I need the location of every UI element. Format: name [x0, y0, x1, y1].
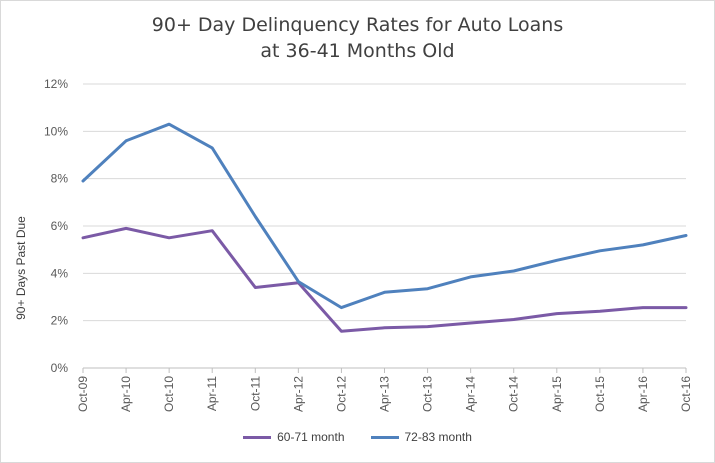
x-tick-label: Apr-14	[464, 376, 478, 412]
x-tick-label: Oct-12	[334, 376, 348, 412]
series-line-72-83-month	[81, 122, 688, 310]
series-line-60-71-month	[81, 226, 688, 333]
x-tick-label: Apr-12	[291, 376, 305, 412]
x-tick-label: Oct-13	[421, 376, 435, 412]
legend-swatch-60-71	[243, 435, 272, 439]
y-tick-label: 4%	[51, 266, 69, 280]
y-axis-ticks: 0% 2% 4% 6% 8% 10% 12%	[44, 77, 68, 375]
y-tick-label: 12%	[44, 77, 68, 91]
x-tick-label: Oct-15	[593, 376, 607, 412]
y-tick-label: 8%	[51, 172, 69, 186]
legend-item-72-83: 72-83 month	[370, 430, 472, 444]
series-lines	[81, 122, 688, 333]
legend-label-72-83: 72-83 month	[404, 430, 472, 444]
x-tick-label: Apr-13	[378, 376, 392, 412]
x-tick-label: Oct-11	[248, 376, 262, 411]
x-tick-label: Oct-10	[162, 376, 176, 412]
x-tick-label: Oct-14	[507, 376, 521, 412]
legend-label-60-71: 60-71 month	[277, 430, 345, 444]
legend-item-60-71: 60-71 month	[243, 430, 345, 444]
x-tick-label: Apr-15	[550, 376, 564, 412]
x-tick-label: Apr-16	[636, 376, 650, 412]
y-tick-label: 6%	[51, 219, 69, 233]
legend-swatch-72-83	[370, 435, 399, 439]
x-tick-label: Oct-09	[76, 376, 90, 412]
y-tick-label: 0%	[51, 361, 69, 375]
legend: 60-71 month 72-83 month	[0, 430, 715, 444]
x-tick-label: Oct-16	[679, 376, 693, 412]
x-tick-label: Apr-11	[205, 376, 219, 411]
x-axis-ticks: Oct-09 Apr-10 Oct-10 Apr-11 Oct-11 Apr-12 Oct-…	[76, 368, 693, 412]
x-tick-label: Apr-10	[119, 376, 133, 412]
chart-title-line-1: 90+ Day Delinquency Rates for Auto Loans	[151, 14, 564, 36]
chart-title-line-2: at 36-41 Months Old	[260, 40, 455, 62]
y-tick-label: 2%	[51, 314, 69, 328]
y-tick-label: 10%	[44, 124, 68, 138]
